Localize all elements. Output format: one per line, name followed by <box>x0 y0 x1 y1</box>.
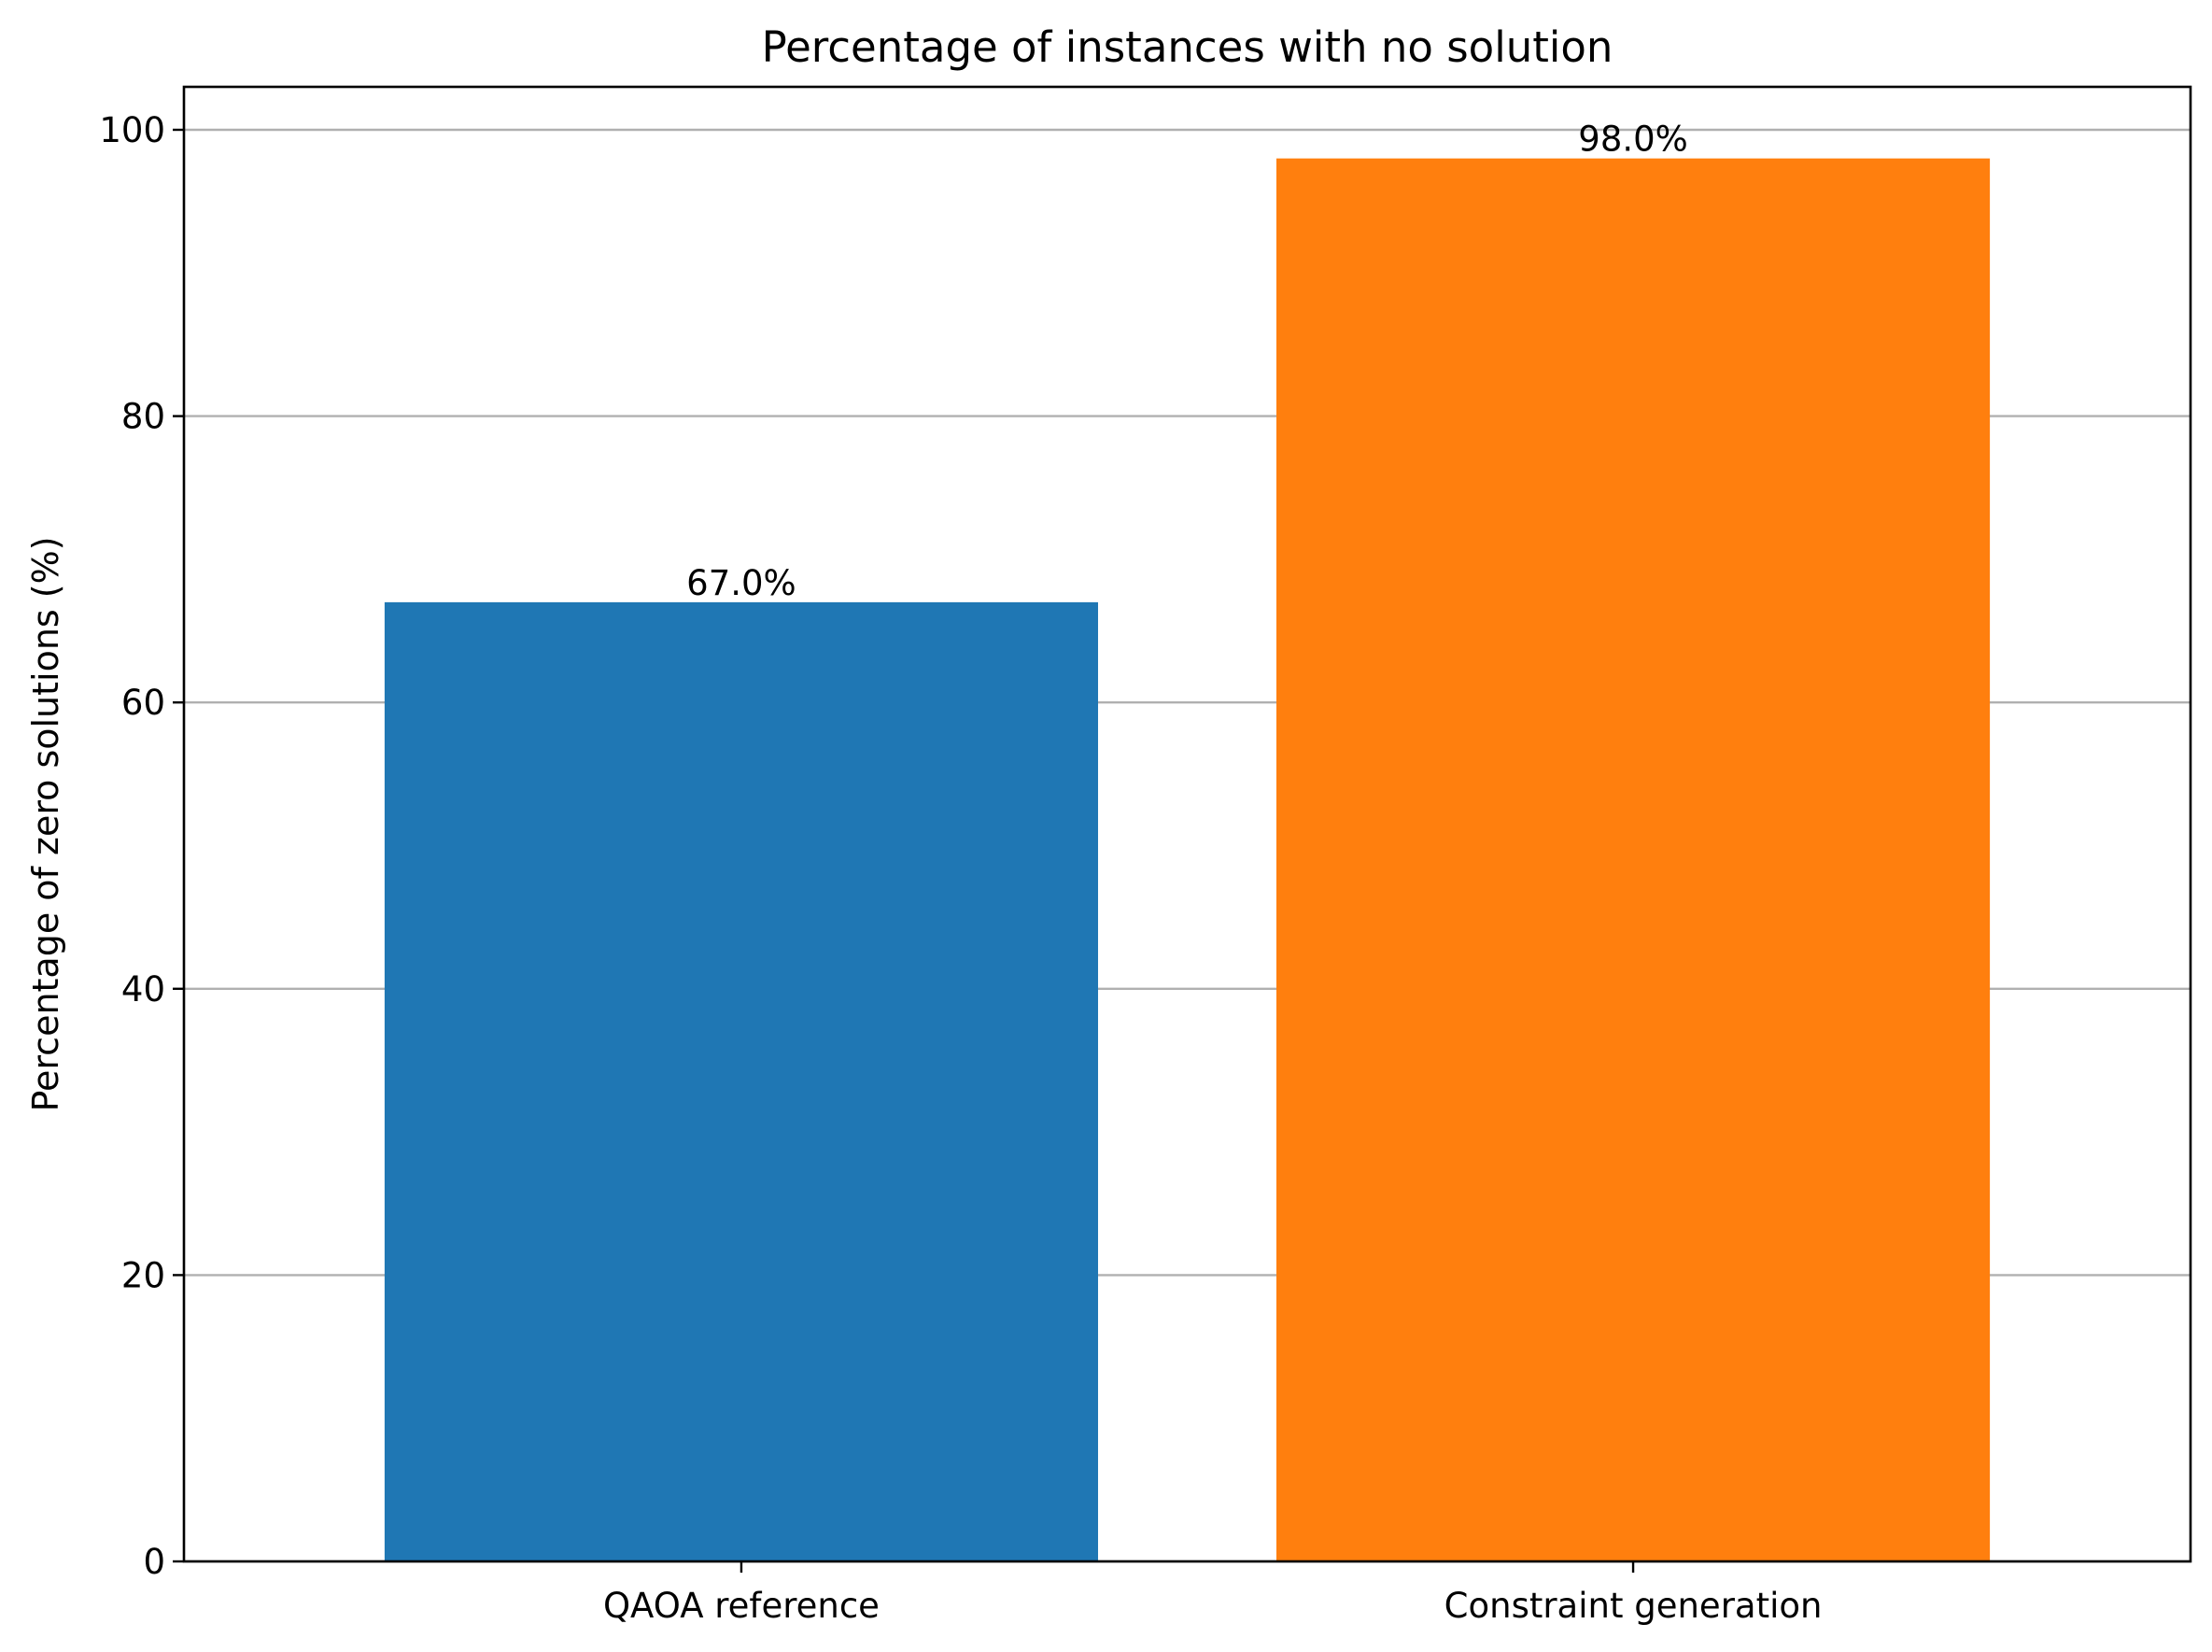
y-tick-label: 60 <box>121 683 165 723</box>
x-tick-label: QAOA reference <box>603 1586 880 1626</box>
y-tick-label: 80 <box>121 397 165 437</box>
x-tick-label: Constraint generation <box>1444 1586 1823 1626</box>
bar-value-label: 67.0% <box>686 563 796 603</box>
chart-title: Percentage of instances with no solution <box>762 22 1613 72</box>
y-axis-label: Percentage of zero solutions (%) <box>25 536 66 1111</box>
y-tick-label: 20 <box>121 1255 165 1295</box>
y-tick-label: 0 <box>143 1542 165 1582</box>
y-tick-label: 100 <box>99 110 165 150</box>
bar <box>1276 158 1991 1561</box>
data-labels: 67.0% 98.0% <box>686 120 1688 603</box>
bar-value-label: 98.0% <box>1578 120 1688 160</box>
bars <box>384 158 1991 1561</box>
axis-ticks: 0 20 40 60 80 100 QAOA reference Constraint gen… <box>99 110 1822 1626</box>
y-tick-label: 40 <box>121 969 165 1010</box>
bar <box>384 601 1098 1561</box>
plot-frame <box>182 85 2192 1563</box>
